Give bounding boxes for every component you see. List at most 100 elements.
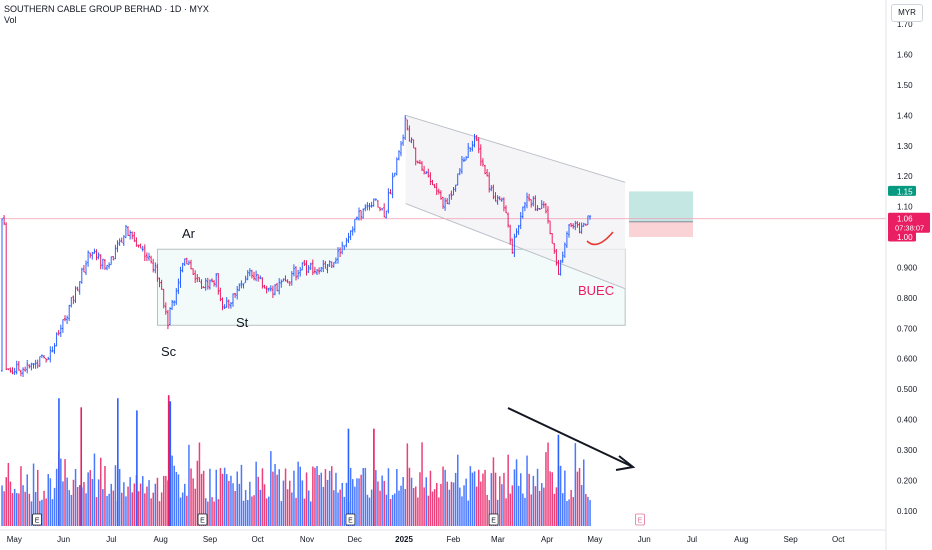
volume-bar [320,472,322,526]
stop-price-tag: 1.00 [897,233,913,242]
volume-peak-bar [169,401,172,526]
volume-bar [366,494,369,526]
volume-bar [585,494,587,526]
volume-bar [496,499,499,526]
symbol-title: SOUTHERN CABLE GROUP BERHAD · 1D · MYX [4,4,209,14]
volume-bar [215,469,217,526]
volume-bar [490,473,493,526]
volume-bar [587,496,589,526]
volume-bar [154,483,157,526]
volume-bar [499,476,501,526]
volume-bar [108,493,110,526]
volume-bar [238,483,241,526]
time-tick-label: May [587,535,602,544]
volume-bar [328,470,331,526]
annotation-ar: Ar [182,226,196,241]
volume-bar [568,499,570,526]
volume-bar [32,463,35,526]
volume-bar [129,477,131,526]
volume-bar [163,475,165,526]
time-tick-label: Aug [154,535,168,544]
volume-bar [190,468,192,526]
volume-peak-bar [557,434,560,526]
volume-bar [492,457,495,526]
volume-bar [3,491,5,526]
volume-bar [47,474,49,526]
volume-bar [100,457,102,526]
volume-bar [156,477,159,526]
price-tick-label: 1.20 [897,172,913,181]
volume-bar [404,488,406,526]
volume-bar [341,482,343,526]
volume-bar [505,498,507,526]
volume-bar [389,498,392,526]
volume-bar [480,481,482,526]
volume-bar [20,466,22,526]
volume-bar [196,460,199,526]
volume-bar [223,467,226,526]
volume-bar [436,482,438,526]
volume-bar [87,472,89,526]
volume-bar [478,469,480,526]
volume-bar [152,492,154,526]
target-price-tag: 1.15 [897,187,913,196]
volume-bar [146,486,148,526]
volume-bar [76,486,79,526]
currency-badge[interactable]: MYR [891,4,923,22]
volume-bar [352,479,354,526]
volume-bar [318,474,320,526]
volume-bar [104,465,106,526]
volume-bar [293,470,295,526]
volume-bar [362,468,364,526]
volume-bar [503,472,505,526]
volume-bar [555,487,558,526]
volume-bar [55,468,58,526]
price-tick-label: 0.300 [897,446,918,455]
volume-bar [192,478,194,526]
time-tick-label: Mar [491,535,505,544]
volume-bar [30,501,33,526]
volume-bar [391,494,394,526]
time-tick-label: Oct [251,535,264,544]
volume-bar [234,490,236,526]
volume-bar [202,470,205,526]
volume-bar [251,496,253,526]
volume-bar [72,479,75,526]
channel-lower-line [405,203,626,290]
time-tick-label: Sep [203,535,218,544]
volume-bar [91,479,94,526]
volume-bar [387,468,390,526]
volume-bar [316,466,318,526]
volume-bar [400,485,402,526]
volume-bar [467,500,469,526]
volume-bar [549,471,551,526]
volume-bar [118,469,121,526]
volume-bar [406,443,409,526]
volume-bar [301,480,304,526]
volume-bar [465,478,467,526]
volume-bar [446,481,448,526]
volume-bar [26,474,28,526]
volume-bar [274,463,276,526]
last-price-tag-bg [888,212,930,233]
volume-bar [125,496,127,526]
volume-bar [5,477,7,526]
target-price-tag-bg [888,185,916,196]
volume-bar [431,491,434,526]
volume-bar [526,455,528,526]
last-price-tag: 1.06 [897,214,913,223]
candles [1,115,591,378]
price-tick-label: 0.500 [897,385,918,394]
volume-bar [421,442,423,526]
time-tick-label: Nov [300,535,314,544]
price-tick-label: 1.30 [897,142,913,151]
volume-bar [469,466,472,526]
volume-bar [213,501,215,526]
price-tick-label: 0.400 [897,416,918,425]
volume-bar [45,498,47,526]
volume-bar [553,493,556,526]
volume-bar [528,473,530,526]
volume-bar [360,474,362,526]
time-tick-label: Jun [638,535,651,544]
